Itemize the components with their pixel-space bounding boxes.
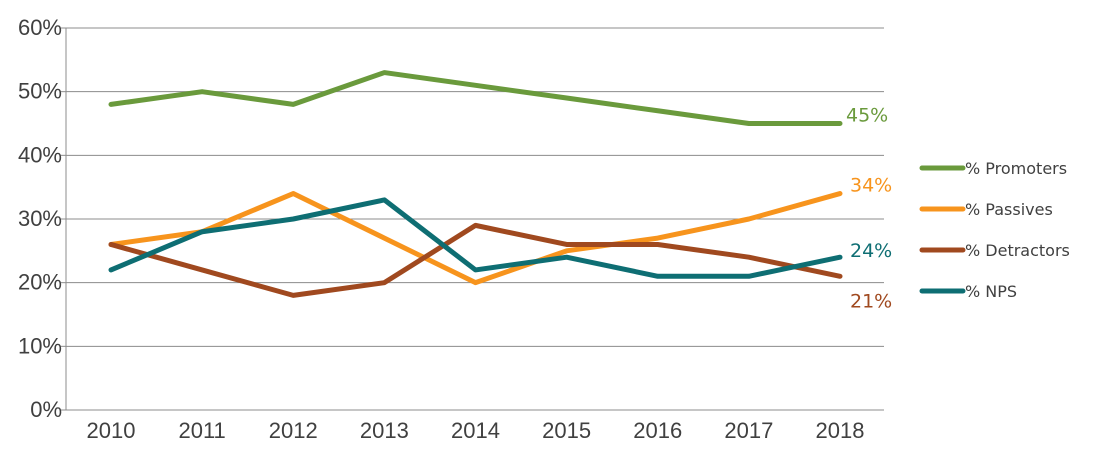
x-tick-label: 2014 [451,418,500,443]
x-tick-label: 2013 [360,418,409,443]
y-tick-label: 60% [18,15,62,40]
y-tick-label: 10% [18,333,62,358]
end-label: 45% [846,105,888,127]
x-tick-label: 2011 [178,418,225,443]
x-tick-label: 2015 [542,418,591,443]
legend: % Promoters % Passives % Detractors % NPS [919,159,1070,301]
y-axis: 0% 10% 20% 30% 40% 50% 60% [18,15,67,422]
y-tick-label: 0% [30,397,62,422]
x-tick-label: 2010 [87,418,136,443]
gridlines [66,27,884,347]
x-tick-label: 2017 [724,418,773,443]
legend-label: % Detractors [965,241,1070,260]
end-label: 21% [850,290,892,312]
series-line-promoters [108,70,843,126]
series-line-passives [108,191,843,286]
end-label: 34% [850,175,892,197]
x-tick-label: 2012 [269,418,318,443]
series-line-nps [108,197,843,279]
y-tick-label: 20% [18,270,62,295]
x-tick-label: 2018 [816,418,865,443]
legend-label: % NPS [965,282,1017,301]
y-tick-label: 40% [18,142,62,167]
end-labels: 45% 34% 21% 24% [846,105,892,313]
y-tick-label: 50% [18,79,62,104]
x-axis: 2010 2011 2012 2013 2014 2015 2016 2017 2018 [66,409,884,443]
y-tick-label: 30% [18,206,62,231]
series-line-detractors [108,222,843,298]
x-tick-label: 2016 [633,418,682,443]
legend-label: % Promoters [965,159,1067,178]
legend-label: % Passives [965,200,1053,219]
end-label: 24% [850,240,892,262]
series-lines [108,70,843,298]
